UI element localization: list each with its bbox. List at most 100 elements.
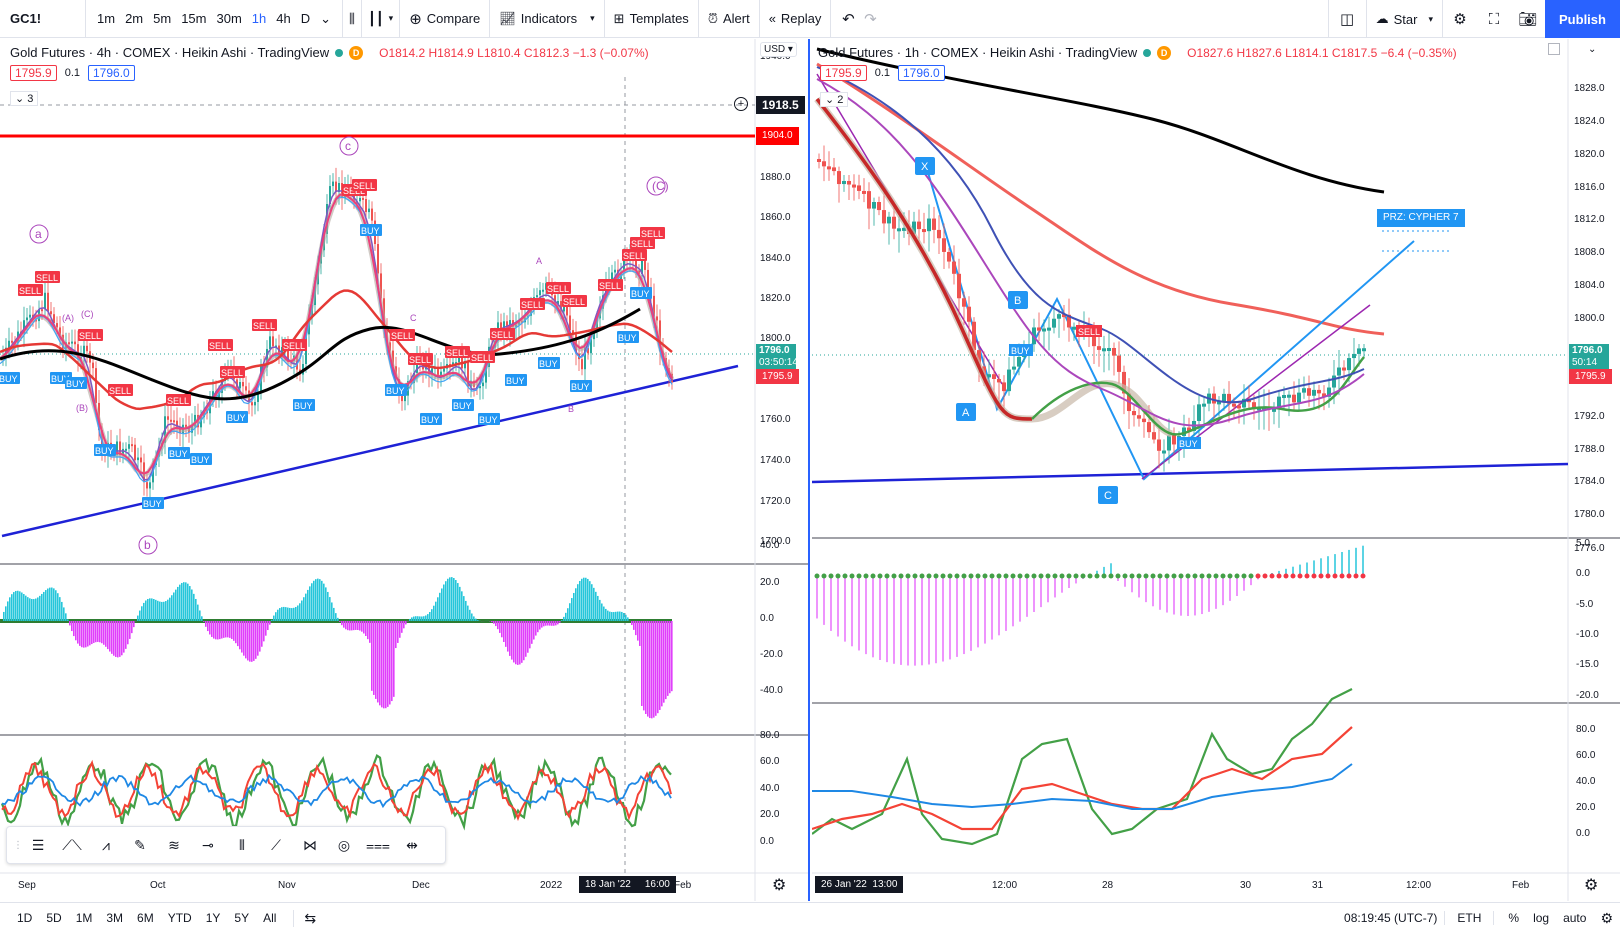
macd-bar xyxy=(645,621,647,714)
right-ask-button[interactable]: 1796.0 xyxy=(898,65,945,81)
macd-dot xyxy=(989,573,995,579)
interval-D[interactable]: D xyxy=(300,11,311,26)
percent-toggle[interactable]: % xyxy=(1508,911,1520,925)
gear-icon[interactable]: ⚙ xyxy=(1453,11,1467,28)
replay-button[interactable]: « Replay xyxy=(760,0,832,38)
range-all[interactable]: All xyxy=(263,911,277,925)
fib-spiral-icon[interactable]: ◎ xyxy=(337,836,351,853)
alert-button[interactable]: ⏰︎ Alert xyxy=(699,0,760,38)
plus-icon[interactable]: + xyxy=(734,97,748,111)
candle-body xyxy=(173,420,175,423)
vertical-lines-icon[interactable]: ⦀ xyxy=(238,836,246,853)
trend-line-icon[interactable]: ⟋ xyxy=(271,836,281,853)
fullscreen-icon[interactable]: ⛶ xyxy=(1488,10,1500,28)
camera-icon[interactable]: 📷︎ xyxy=(1518,11,1538,28)
macd-bar xyxy=(267,621,269,631)
chevron-down-icon[interactable]: ⌄ xyxy=(320,10,332,26)
candles-style-button[interactable]: ┃┃ ▾ xyxy=(362,0,401,38)
right-bid-button[interactable]: 1795.9 xyxy=(820,65,867,81)
chart-style-button[interactable]: ⫼ xyxy=(343,0,362,38)
interval-1h[interactable]: 1h xyxy=(251,11,267,26)
interval-30m[interactable]: 30m xyxy=(216,11,242,26)
abc-pattern-icon[interactable]: ⟋⟍ xyxy=(62,836,82,853)
pencil-icon[interactable]: ✎ xyxy=(134,836,146,853)
candle-body xyxy=(641,259,643,275)
candle-body xyxy=(1197,404,1201,421)
macd-bar xyxy=(433,605,435,621)
range-3m[interactable]: 3M xyxy=(106,911,124,925)
horizontal-lines-icon[interactable]: ☰ xyxy=(31,836,45,853)
clock[interactable]: 08:19:45 (UTC-7) xyxy=(1344,911,1438,925)
maximize-icon[interactable] xyxy=(1548,43,1560,55)
pattern-point-labels: X A B C BUY BUY SELL xyxy=(915,157,1201,504)
left-indicator-collapse[interactable]: ⌄ 3 xyxy=(10,91,39,106)
gear-icon[interactable]: ⚙ xyxy=(1584,877,1599,894)
indicators-button[interactable]: 📈︎ Indicators ▾ xyxy=(490,0,605,38)
elliott-wave-icon[interactable]: ⩘ xyxy=(102,836,110,853)
auto-toggle[interactable]: auto xyxy=(1563,911,1587,925)
macd-bar xyxy=(87,621,89,647)
candle-body xyxy=(251,402,253,406)
drag-handle-icon[interactable]: ⋮ xyxy=(13,839,23,851)
compare-button[interactable]: ⊕ Compare xyxy=(400,0,491,38)
candle-body xyxy=(1117,355,1121,372)
chevron-down-icon[interactable]: ⌄ xyxy=(1588,44,1597,55)
range-5y[interactable]: 5Y xyxy=(234,911,250,925)
horizontal-ray-icon[interactable]: ⊸ xyxy=(202,836,214,853)
range-1m[interactable]: 1M xyxy=(75,911,93,925)
candle-body xyxy=(557,301,559,305)
macd-bar xyxy=(309,586,311,621)
gear-icon[interactable]: ⚙ xyxy=(772,877,787,894)
xabcd-pattern-icon[interactable]: ⋈ xyxy=(303,836,317,853)
interval-5m[interactable]: 5m xyxy=(153,11,172,26)
gear-icon[interactable]: ⚙ xyxy=(1600,909,1613,926)
symbol-search[interactable]: GC1! xyxy=(0,0,86,38)
fib-channel-icon[interactable]: ≋ xyxy=(168,836,180,853)
interval-2m[interactable]: 2m xyxy=(125,11,144,26)
buy-signal-bg xyxy=(360,224,382,236)
publish-button[interactable]: Publish xyxy=(1545,0,1620,38)
session-toggle[interactable]: ETH xyxy=(1444,911,1495,925)
range-6m[interactable]: 6M xyxy=(137,911,154,925)
rsi-tick: 20.0 xyxy=(1576,802,1596,813)
right-chart-pane[interactable]: X A B C BUY BUY SELL 1828.0 1824.0 1820.0 1816.0 1… xyxy=(812,39,1620,901)
parallel-channel-icon[interactable]: ⩶ xyxy=(366,836,390,853)
layout-split-icon[interactable]: ◫ xyxy=(1327,0,1366,38)
candle-body xyxy=(1162,450,1166,454)
candle-body xyxy=(912,221,916,235)
interval-1m[interactable]: 1m xyxy=(97,11,116,26)
candle-body xyxy=(11,340,13,343)
left-chart-canvas[interactable]: BUY BUYBUYBUYBUYBUYBUYBUYBUYBUYBUYBUYBUYB… xyxy=(0,39,810,901)
macd-bar xyxy=(505,621,507,647)
left-chart-pane[interactable]: BUY BUY BUY BUY BUY BUY BUY BUY BUY BUY BUY BUY BUY B… xyxy=(0,39,810,901)
macd-bar xyxy=(637,621,639,641)
range-1d[interactable]: 1D xyxy=(17,911,33,925)
macd-bar xyxy=(93,621,95,643)
date-range-icon[interactable]: ⇆ xyxy=(293,909,326,927)
log-toggle[interactable]: log xyxy=(1533,911,1550,925)
macd-bar xyxy=(327,591,329,621)
macd-bar xyxy=(271,619,273,621)
range-ytd[interactable]: YTD xyxy=(167,911,192,925)
layout-name-button[interactable]: ☁︎ Star ▾ xyxy=(1365,0,1443,38)
candle-body xyxy=(656,316,658,321)
candle-body xyxy=(842,180,846,185)
macd-bar xyxy=(303,597,305,621)
right-indicator-collapse[interactable]: ⌄ 2 xyxy=(820,92,849,107)
templates-button[interactable]: ⊞ Templates xyxy=(605,0,699,38)
left-currency-select[interactable]: USD ▾ xyxy=(760,42,797,57)
left-bid-button[interactable]: 1795.9 xyxy=(10,65,57,81)
date-range-icon[interactable]: ⇹ xyxy=(406,836,418,853)
range-5d[interactable]: 5D xyxy=(46,911,62,925)
undo-icon[interactable]: ↶ xyxy=(842,10,855,28)
sell-signal-bg xyxy=(220,366,245,378)
interval-4h[interactable]: 4h xyxy=(276,11,291,26)
interval-15m[interactable]: 15m xyxy=(181,11,207,26)
macd-tick: 40.0 xyxy=(760,540,780,551)
range-1y[interactable]: 1Y xyxy=(205,911,221,925)
candle-body xyxy=(972,321,976,351)
redo-icon[interactable]: ↷ xyxy=(864,10,877,28)
candle-body xyxy=(191,426,193,433)
left-ask-button[interactable]: 1796.0 xyxy=(88,65,135,81)
